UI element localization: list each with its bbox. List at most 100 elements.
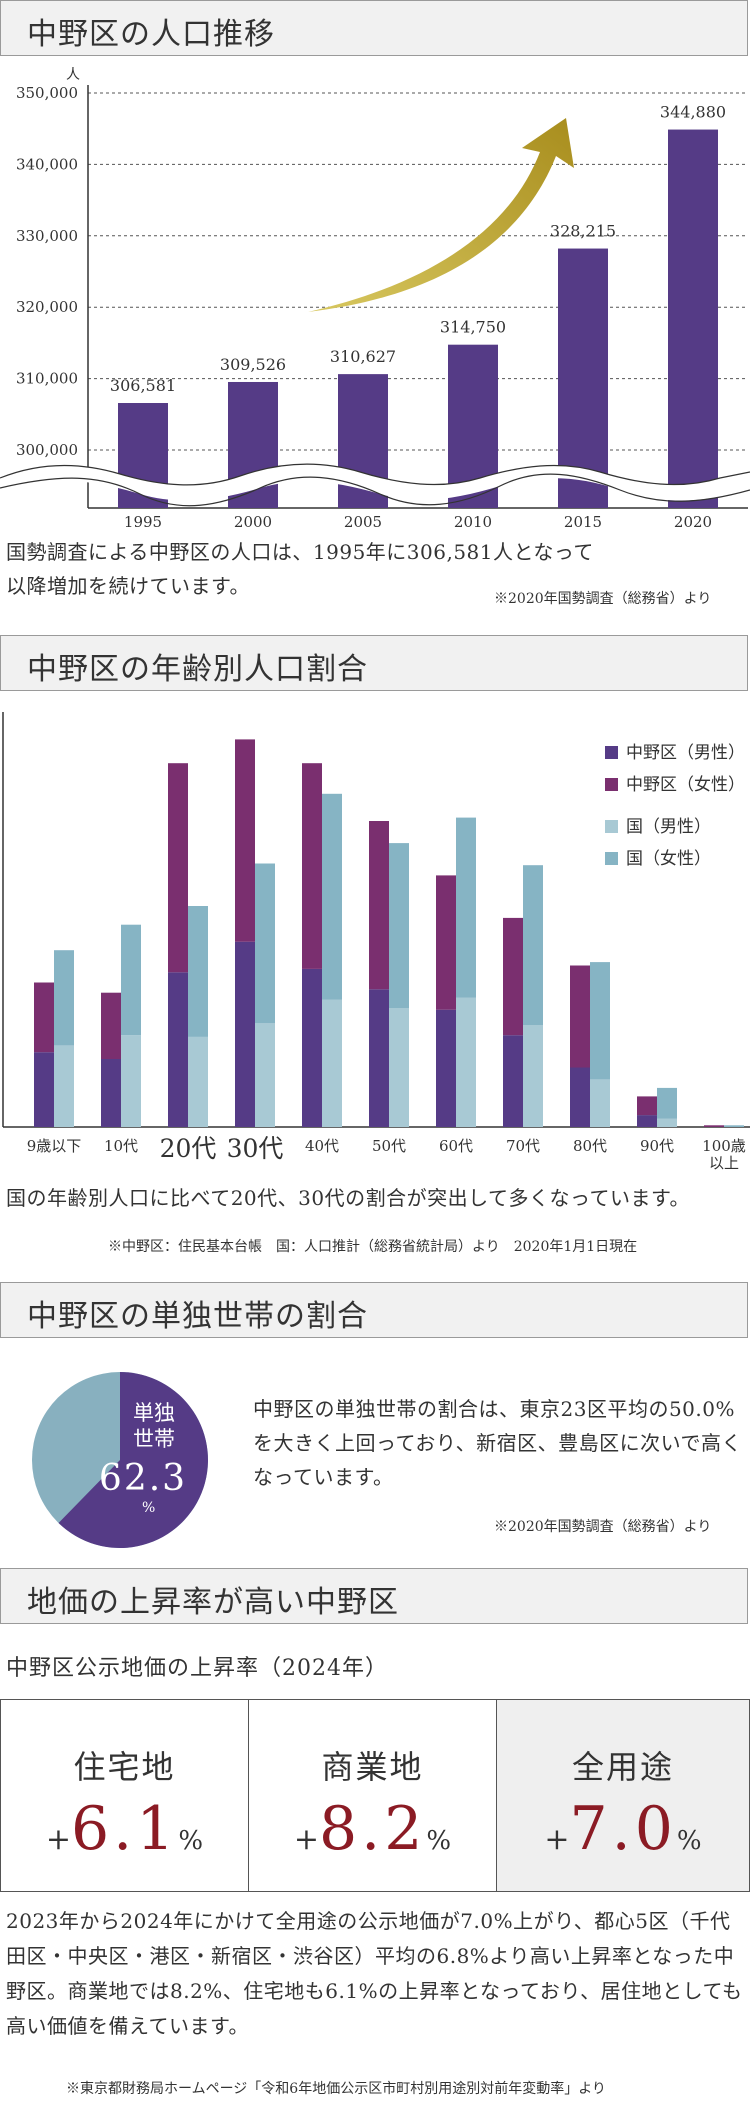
- population-y-tick-label: 330,000: [16, 227, 78, 245]
- population-section-title: 中野区の人口推移: [27, 17, 275, 52]
- age-bar-national-female: [54, 950, 74, 1046]
- age-legend-label: 国（男性）: [626, 817, 711, 837]
- population-x-tick-label: 2015: [564, 513, 602, 531]
- all-use-value: 7.0: [569, 1794, 677, 1864]
- age-x-tick-label: 10代: [104, 1137, 138, 1155]
- commercial-value: 8.2: [319, 1794, 427, 1864]
- age-legend-swatch: [605, 778, 618, 791]
- age-x-tick-label: 80代: [573, 1137, 607, 1155]
- population-description: 国勢調査による中野区の人口は、1995年に306,581人となって以降増加を続け…: [6, 540, 594, 598]
- age-bar-national-female: [456, 817, 476, 998]
- age-bar-national-male: [657, 1118, 677, 1127]
- commercial-plus: +: [293, 1822, 319, 1857]
- population-data-label: 306,581: [110, 376, 176, 395]
- pie-unit: %: [142, 1500, 156, 1516]
- population-bar: [558, 248, 608, 508]
- residential-box: 住宅地 +6.1%: [0, 1699, 249, 1892]
- population-bar: [668, 129, 718, 508]
- age-bar-national-male: [456, 997, 476, 1127]
- population-data-label: 310,627: [330, 347, 396, 366]
- age-bar-nakano-female: [570, 965, 590, 1068]
- age-bar-nakano-male: [168, 972, 188, 1127]
- population-data-label: 309,526: [220, 355, 286, 374]
- age-bar-national-female: [322, 793, 342, 1000]
- age-x-tick-label: 20代: [160, 1134, 217, 1163]
- age-bar-national-male: [188, 1036, 208, 1127]
- pie-label-line1: 単独: [133, 1401, 175, 1425]
- age-x-tick-label: 60代: [439, 1137, 473, 1155]
- age-bar-nakano-female: [637, 1096, 657, 1116]
- population-x-tick-label: 2000: [234, 513, 272, 531]
- age-bar-national-female: [188, 906, 208, 1037]
- age-legend-label: 中野区（男性）: [626, 743, 745, 763]
- age-bar-nakano-female: [302, 763, 322, 969]
- age-bar-nakano-female: [235, 739, 255, 942]
- population-section-header: 中野区の人口推移: [0, 0, 748, 56]
- residential-plus: +: [45, 1822, 71, 1857]
- age-x-tick-label: 100歳: [702, 1137, 746, 1155]
- all-use-box: 全用途 +7.0%: [496, 1699, 750, 1892]
- population-y-tick-label: 320,000: [16, 298, 78, 316]
- population-data-label: 328,215: [550, 222, 616, 241]
- growth-arrow: [308, 118, 574, 312]
- age-bar-nakano-female: [168, 763, 188, 973]
- residential-value: 6.1: [71, 1794, 179, 1864]
- pie-slice-single-household: [58, 1372, 208, 1548]
- population-data-label: 314,750: [440, 318, 506, 337]
- single-description: 中野区の単独世帯の割合は、東京23区平均の50.0%を大きく上回っており、新宿区…: [253, 1397, 742, 1489]
- age-bar-nakano-male: [570, 1067, 590, 1127]
- age-bar-nakano-female: [34, 982, 54, 1053]
- age-bar-national-female: [389, 843, 409, 1008]
- axis-break-band: [0, 464, 750, 501]
- age-bar-nakano-male: [369, 989, 389, 1127]
- age-section-header: 中野区の年齢別人口割合: [0, 635, 748, 691]
- age-bar-nakano-female: [436, 875, 456, 1010]
- age-bar-nakano-male: [436, 1009, 456, 1127]
- age-x-tick-label: 70代: [506, 1137, 540, 1155]
- age-bar-national-male: [523, 1025, 543, 1127]
- single-section-title: 中野区の単独世帯の割合: [27, 1299, 368, 1334]
- age-bar-national-male: [322, 999, 342, 1127]
- all-use-label: 全用途: [571, 1748, 674, 1786]
- population-y-tick-label: 300,000: [16, 441, 78, 459]
- age-bar-national-female: [121, 924, 141, 1036]
- age-x-tick-label: 30代: [227, 1134, 284, 1163]
- age-bar-national-male: [590, 1079, 610, 1127]
- age-x-tick-label: 以上: [709, 1154, 739, 1172]
- age-description: 国の年齢別人口に比べて20代、30代の割合が突出して多くなっています。: [6, 1186, 690, 1210]
- pie-value: 62.3: [98, 1458, 188, 1499]
- commercial-label: 商業地: [321, 1748, 424, 1786]
- age-section-title: 中野区の年齢別人口割合: [27, 652, 368, 687]
- commercial-box: 商業地 +8.2%: [248, 1699, 497, 1892]
- age-bar-nakano-male: [34, 1052, 54, 1127]
- population-x-tick-label: 2020: [674, 513, 712, 531]
- residential-label: 住宅地: [73, 1748, 176, 1786]
- population-data-label: 344,880: [660, 103, 726, 122]
- age-bar-national-male: [121, 1035, 141, 1127]
- single-source-note: ※2020年国勢調査（総務省）より: [494, 1519, 712, 1535]
- age-bar-national-female: [657, 1087, 677, 1119]
- population-source-note: ※2020年国勢調査（総務省）より: [494, 591, 712, 607]
- landprice-section-title: 地価の上昇率が高い中野区: [27, 1585, 399, 1620]
- age-legend-label: 国（女性）: [626, 849, 711, 869]
- age-legend-label: 中野区（女性）: [626, 775, 745, 795]
- population-y-tick-label: 310,000: [16, 370, 78, 388]
- age-bar-national-female: [590, 962, 610, 1080]
- age-x-tick-label: 40代: [305, 1137, 339, 1155]
- age-legend-swatch: [605, 746, 618, 759]
- age-x-tick-label: 90代: [640, 1137, 674, 1155]
- all-use-unit: %: [676, 1826, 702, 1856]
- pie-label-line2: 世帯: [133, 1427, 175, 1451]
- population-bar-chart: 300,000 310,000 320,000 330,000 340,000 350,0…: [0, 67, 750, 531]
- age-bar-nakano-female: [704, 1125, 724, 1127]
- single-section-header: 中野区の単独世帯の割合: [0, 1282, 748, 1338]
- axis-break-line-bottom: [0, 473, 750, 507]
- age-bar-nakano-female: [101, 992, 121, 1059]
- age-bar-nakano-male: [235, 941, 255, 1127]
- age-bar-nakano-female: [503, 917, 523, 1036]
- age-bar-national-male: [389, 1008, 409, 1127]
- landprice-section-header: 地価の上昇率が高い中野区: [0, 1568, 748, 1624]
- all-use-plus: +: [544, 1822, 570, 1857]
- age-bar-national-male: [54, 1045, 74, 1127]
